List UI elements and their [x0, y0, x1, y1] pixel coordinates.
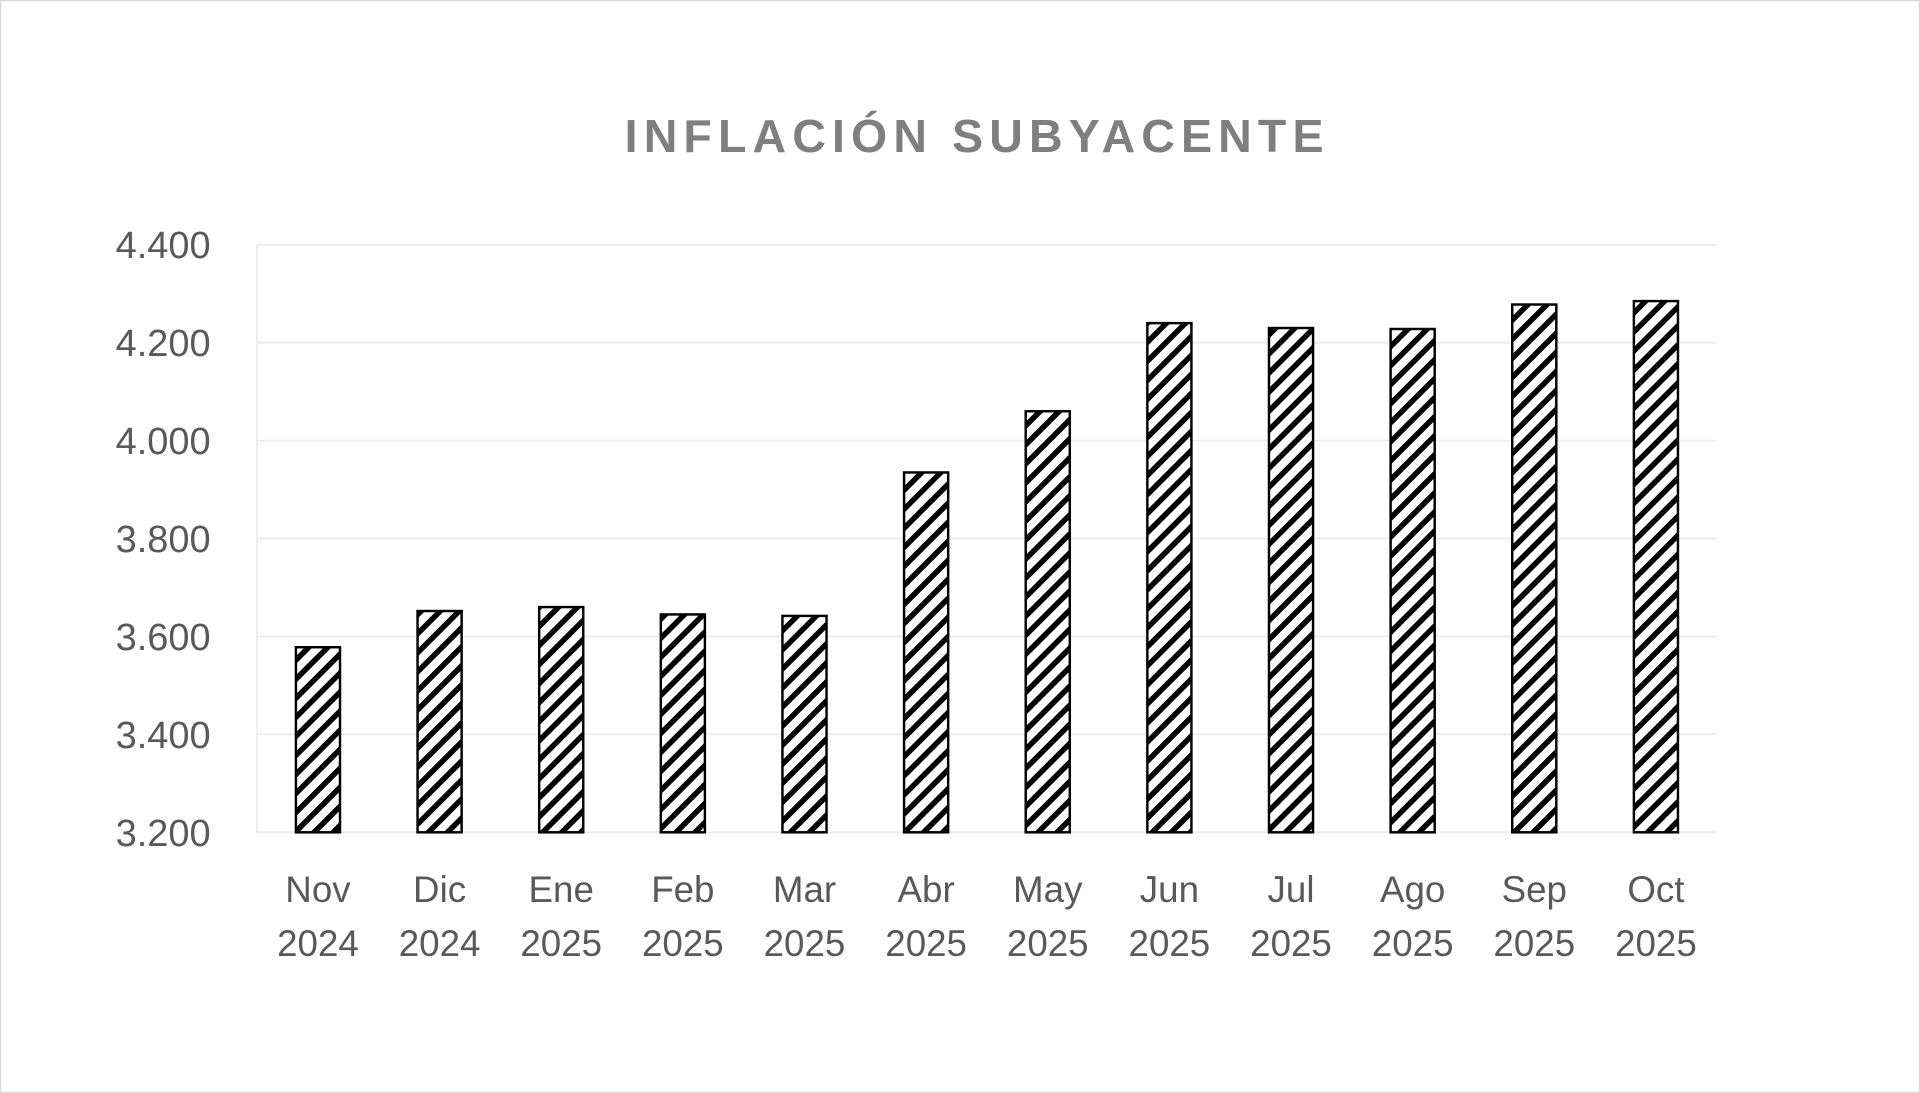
x-tick-label: 2025: [1615, 923, 1697, 964]
x-tick-label: Nov: [285, 869, 351, 910]
chart-title: INFLACIÓN SUBYACENTE: [625, 110, 1330, 162]
bar: [1632, 299, 1680, 834]
x-tick-label: 2024: [277, 923, 359, 964]
bar: [1389, 327, 1436, 834]
x-tick-label: 2025: [1007, 923, 1089, 964]
x-tick-label: 2025: [1250, 923, 1332, 964]
x-tick-label: 2025: [520, 923, 602, 964]
y-tick-label: 3.800: [116, 519, 211, 561]
bar: [1024, 410, 1072, 834]
x-tick-label: Mar: [773, 869, 836, 910]
bar: [1146, 321, 1193, 834]
bar: [537, 605, 585, 834]
y-tick-label: 3.400: [116, 715, 211, 757]
y-tick-label: 4.000: [116, 421, 211, 463]
x-tick-label: Dic: [413, 869, 466, 910]
bar: [781, 614, 828, 834]
x-tick-label: Oct: [1627, 869, 1684, 910]
x-tick-label: Sep: [1502, 869, 1567, 910]
x-tick-label: 2025: [1493, 923, 1575, 964]
bar: [902, 471, 950, 834]
x-tick-label: Abr: [898, 869, 955, 910]
x-tick-label: Jul: [1268, 869, 1315, 910]
y-tick-label: 3.200: [116, 813, 211, 855]
y-tick-label: 3.600: [116, 617, 211, 659]
x-tick-label: 2025: [642, 923, 724, 964]
x-tick-label: 2025: [764, 923, 846, 964]
x-tick-label: May: [1013, 869, 1083, 910]
bar: [659, 613, 707, 834]
y-tick-label: 4.200: [116, 323, 211, 365]
bar: [416, 609, 463, 834]
x-tick-label: Jun: [1140, 869, 1199, 910]
x-tick-label: 2024: [399, 923, 481, 964]
bar: [1267, 326, 1315, 834]
bar: [294, 646, 342, 834]
bar: [1511, 303, 1558, 834]
x-tick-label: Ago: [1380, 869, 1445, 910]
x-tick-label: Feb: [651, 869, 714, 910]
x-tick-label: Ene: [529, 869, 594, 910]
x-tick-label: 2025: [1129, 923, 1211, 964]
x-tick-label: 2025: [885, 923, 967, 964]
x-tick-label: 2025: [1372, 923, 1454, 964]
y-tick-label: 4.400: [116, 225, 211, 267]
